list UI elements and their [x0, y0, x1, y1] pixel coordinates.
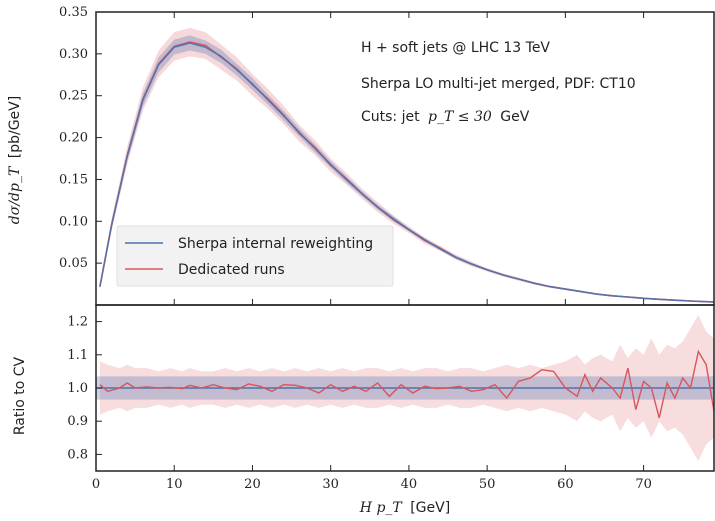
annotation-cuts-math: p_T ≤ 30	[428, 109, 492, 125]
annotation-generator: Sherpa LO multi-jet merged, PDF: CT10	[361, 76, 636, 92]
y-tick-label-bottom: 0.9	[67, 414, 88, 429]
x-axis-label-unit: [GeV]	[410, 500, 450, 516]
annotation-process: H + soft jets @ LHC 13 TeV	[361, 40, 550, 56]
x-tick-label: 50	[479, 477, 496, 492]
bottom-panel-lines	[96, 349, 715, 419]
x-tick-label: 40	[401, 477, 418, 492]
x-tick-label: 70	[635, 477, 652, 492]
x-tick-label: 60	[557, 477, 574, 492]
x-axis-label: H p_T [GeV]	[359, 500, 450, 516]
x-axis-label-math: H p_T	[359, 500, 404, 516]
legend-label-dedicated: Dedicated runs	[178, 262, 285, 278]
legend: Sherpa internal reweighting Dedicated ru…	[116, 225, 394, 287]
y-tick-label-bottom: 1.1	[67, 348, 88, 363]
y-tick-label-bottom: 1.0	[67, 381, 88, 396]
y-tick-label-bottom: 1.2	[67, 315, 88, 330]
line-sherpa-reweighting	[99, 42, 715, 303]
y-tick-label-bottom: 0.8	[67, 447, 88, 462]
y-tick-label-top: 0.15	[59, 172, 88, 187]
y-tick-label-top: 0.25	[59, 89, 88, 104]
y-axis-label-math: dσ/dp_T	[7, 165, 23, 224]
annotation-cuts-unit: GeV	[500, 109, 529, 125]
y-tick-label-top: 0.20	[59, 131, 88, 146]
x-tick-label: 10	[166, 477, 183, 492]
y-tick-label-top: 0.30	[59, 47, 88, 62]
y-tick-label-top: 0.10	[59, 214, 88, 229]
legend-label-reweighting: Sherpa internal reweighting	[178, 236, 373, 252]
y-tick-label-top: 0.05	[59, 256, 88, 271]
x-tick-label: 30	[322, 477, 339, 492]
annotation-cuts-label: Cuts: jet	[361, 109, 420, 125]
x-tick-label: 0	[92, 477, 100, 492]
bottom-panel-frame	[95, 304, 715, 472]
annotation-cuts: Cuts: jet p_T ≤ 30 GeV	[361, 109, 530, 125]
y-tick-label-top: 0.35	[59, 5, 88, 20]
legend-box	[116, 225, 394, 287]
ratio-line-dedicated	[99, 349, 715, 419]
x-tick-label: 20	[244, 477, 261, 492]
band-dedicated-runs	[99, 27, 714, 303]
top-panel-lines	[99, 41, 715, 303]
y-axis-label-bottom: Ratio to CV	[12, 356, 28, 435]
y-axis-label-unit: [pb/GeV]	[7, 96, 23, 158]
axis-ticks: 0.05 0.10 0.15 0.20 0.25 0.30 0.35 0.8 0.9 1.0 1.1…	[59, 5, 652, 492]
y-axis-label-top: dσ/dp_T [pb/GeV]	[7, 96, 23, 224]
